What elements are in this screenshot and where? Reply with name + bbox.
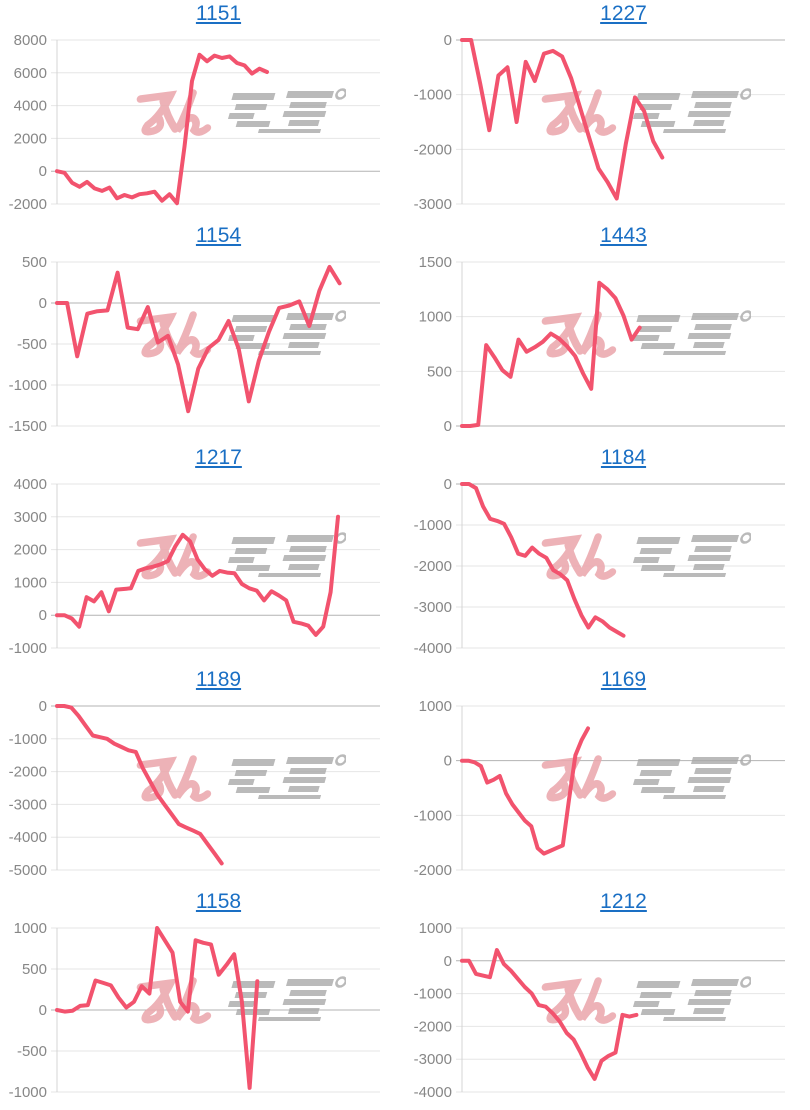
- y-axis-label: -4000: [414, 640, 452, 657]
- y-axis-label: 4000: [14, 476, 47, 493]
- y-axis-label: 1000: [419, 309, 452, 326]
- y-axis-label: 0: [444, 753, 452, 770]
- chart-title-link[interactable]: 1227: [600, 2, 647, 25]
- chart-cell-1443: 1500 1000 500 0: [405, 222, 810, 444]
- y-axis-label: 0: [39, 295, 47, 312]
- y-axis-label: 1000: [14, 920, 47, 937]
- y-axis-label: -3000: [9, 796, 47, 813]
- y-axis-label: 1000: [419, 698, 452, 715]
- chart-cell-1169: 1000 0 -1000 -2000: [405, 666, 810, 888]
- chart-title-link[interactable]: 1169: [600, 668, 647, 691]
- chart-grid-layer: 500 0 -500 -1000 -1500: [9, 254, 380, 435]
- y-axis-label: 0: [39, 607, 47, 624]
- y-axis-label: 0: [444, 32, 452, 49]
- chart-title: 1154: [57, 224, 380, 248]
- chart-title: 1169: [462, 668, 785, 692]
- chart-title-link[interactable]: 1212: [600, 890, 647, 913]
- chart-title: 1217: [57, 446, 380, 470]
- y-axis-label: 2000: [14, 130, 47, 147]
- y-axis-label: 2000: [14, 542, 47, 559]
- chart-cell-1184: 0 -1000 -2000 -3000 -4000: [405, 444, 810, 666]
- chart-title-link[interactable]: 1151: [195, 2, 242, 25]
- chart-cell-1212: 1000 0 -1000 -2000 -3000 -4000: [405, 888, 810, 1110]
- y-axis-label: 0: [39, 1002, 47, 1019]
- y-axis-label: -1000: [414, 807, 452, 824]
- y-axis-label: -2000: [414, 141, 452, 158]
- chart-cell-1151: 8000 6000 4000 2000 0 -2000: [0, 0, 405, 222]
- chart-cell-1227: 0 -1000 -2000 -3000: [405, 0, 810, 222]
- y-axis-label: -4000: [9, 829, 47, 846]
- y-axis-label: -5000: [9, 862, 47, 879]
- chart-grid-layer: 4000 3000 2000 1000 0 -1000: [9, 476, 380, 657]
- chart-title: 1158: [57, 890, 380, 914]
- y-axis-label: -3000: [414, 196, 452, 213]
- y-axis-label: -500: [17, 336, 47, 353]
- y-axis-label: -2000: [414, 862, 452, 879]
- chart-title-link[interactable]: 1189: [195, 668, 242, 691]
- y-axis-label: -2000: [9, 196, 47, 213]
- y-axis-label: -2000: [414, 558, 452, 575]
- y-axis-label: -1000: [9, 640, 47, 657]
- chart-grid-layer: 0 -1000 -2000 -3000: [414, 32, 785, 213]
- chart-title: 1443: [462, 224, 785, 248]
- y-axis-label: 4000: [14, 98, 47, 115]
- y-axis-label: 0: [39, 163, 47, 180]
- chart-title-link[interactable]: 1158: [195, 890, 242, 913]
- y-axis-label: -1000: [414, 517, 452, 534]
- y-axis-label: -500: [17, 1043, 47, 1060]
- y-axis-label: 0: [444, 476, 452, 493]
- y-axis-label: 500: [22, 254, 47, 271]
- chart-grid-layer: 8000 6000 4000 2000 0 -2000: [9, 32, 380, 213]
- chart-title: 1151: [57, 2, 380, 26]
- y-axis-label: 500: [427, 363, 452, 380]
- y-axis-label: 3000: [14, 509, 47, 526]
- y-axis-label: -1000: [9, 1084, 47, 1101]
- y-axis-label: -1000: [9, 731, 47, 748]
- y-axis-label: 6000: [14, 65, 47, 82]
- chart-title-link[interactable]: 1443: [600, 224, 647, 247]
- chart-cell-1154: 500 0 -500 -1000 -1500: [0, 222, 405, 444]
- chart-title: 1212: [462, 890, 785, 914]
- y-axis-label: 0: [39, 698, 47, 715]
- y-axis-label: -3000: [414, 1051, 452, 1068]
- y-axis-label: -3000: [414, 599, 452, 616]
- y-axis-label: -1000: [414, 87, 452, 104]
- chart-grid-layer: 0 -1000 -2000 -3000 -4000 -5000: [9, 698, 380, 879]
- chart-grid-layer: 0 -1000 -2000 -3000 -4000: [414, 476, 785, 657]
- y-axis-label: 8000: [14, 32, 47, 49]
- y-axis-label: -4000: [414, 1084, 452, 1101]
- y-axis-label: -2000: [9, 764, 47, 781]
- chart-cell-1189: 0 -1000 -2000 -3000 -4000 -5000: [0, 666, 405, 888]
- chart-title: 1184: [462, 446, 785, 470]
- chart-title-link[interactable]: 1184: [600, 446, 647, 469]
- chart-title-link[interactable]: 1217: [195, 446, 242, 469]
- y-axis-label: -1500: [9, 418, 47, 435]
- chart-grid-layer: 1500 1000 500 0: [419, 254, 785, 435]
- chart-grid-layer: 1000 0 -1000 -2000 -3000 -4000: [414, 920, 785, 1101]
- y-axis-label: 500: [22, 961, 47, 978]
- y-axis-label: 1500: [419, 254, 452, 271]
- chart-grid-layer: 1000 0 -1000 -2000: [414, 698, 785, 879]
- y-axis-label: 0: [444, 418, 452, 435]
- y-axis-label: -2000: [414, 1018, 452, 1035]
- chart-title-link[interactable]: 1154: [195, 224, 242, 247]
- chart-title: 1227: [462, 2, 785, 26]
- y-axis-label: 1000: [419, 920, 452, 937]
- chart-cell-1217: 4000 3000 2000 1000 0 -1000: [0, 444, 405, 666]
- chart-grid-layer: 1000 500 0 -500 -1000: [9, 920, 380, 1101]
- y-axis-label: 1000: [14, 574, 47, 591]
- chart-cell-1158: 1000 500 0 -500 -1000: [0, 888, 405, 1110]
- y-axis-label: 0: [444, 953, 452, 970]
- y-axis-label: -1000: [414, 986, 452, 1003]
- y-axis-label: -1000: [9, 377, 47, 394]
- chart-title: 1189: [57, 668, 380, 692]
